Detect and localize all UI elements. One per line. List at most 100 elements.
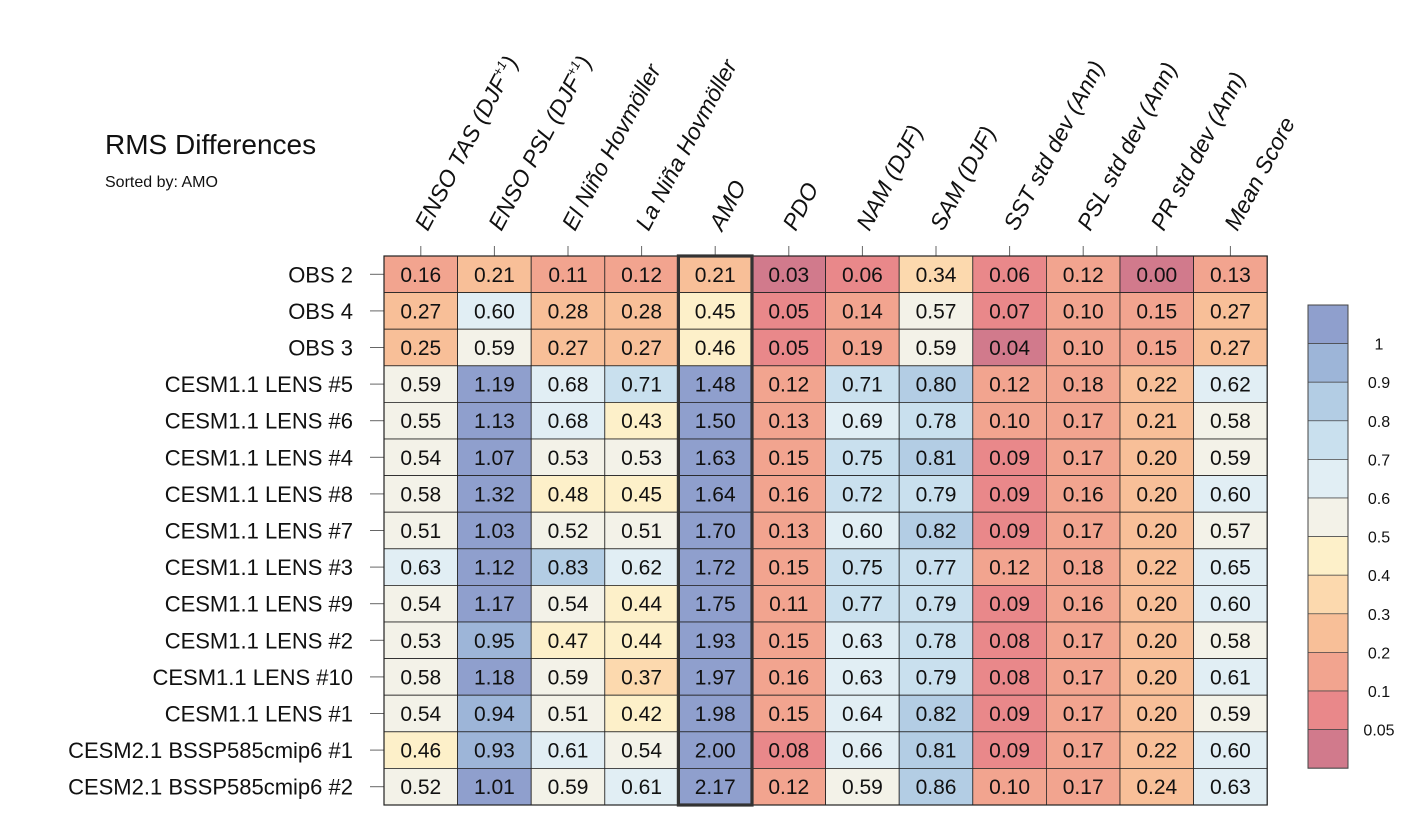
cell-value: 0.21	[474, 264, 515, 287]
colorbar-swatch	[1307, 304, 1349, 344]
colorbar-swatch	[1307, 574, 1349, 615]
cell-value: 0.15	[768, 557, 809, 580]
heatmap-cell	[751, 511, 826, 550]
colorbar: 0.05 0.1 0.2 0.3 0.4 0.5 0.6 0.7 0.8 0.9 1	[1307, 304, 1395, 769]
colorbar-swatch	[1307, 381, 1349, 422]
colorbar-tick-label: 1	[1375, 337, 1384, 354]
heatmap-cells: 0.16 0.21 0.11 0.12 0.21 0.03 0.06 0.34 0.06 0.12…	[383, 254, 1268, 807]
colorbar-tick-label: 0.7	[1368, 452, 1390, 469]
cell-value: 0.27	[621, 337, 662, 360]
cell-value: 0.42	[621, 703, 662, 726]
cell-value: 0.59	[548, 776, 589, 799]
cell-value: 0.06	[989, 264, 1030, 287]
heatmap-cell	[1119, 731, 1194, 769]
cell-value: 0.79	[916, 483, 957, 506]
cell-value: 0.24	[1136, 776, 1177, 799]
heatmap-cell	[898, 365, 974, 403]
cell-value: 0.58	[400, 483, 441, 506]
heatmap-cell	[678, 731, 753, 769]
heatmap-cell	[1119, 694, 1194, 733]
cell-value: 0.17	[1063, 740, 1104, 763]
heatmap-cell	[898, 255, 974, 293]
cell-value: 0.60	[474, 300, 515, 323]
heatmap-cell	[1046, 731, 1121, 769]
cell-value: 1.72	[695, 557, 736, 580]
cell-value: 0.00	[1136, 264, 1177, 287]
cell-value: 0.43	[621, 410, 662, 433]
heatmap-cell	[751, 438, 826, 476]
heatmap-cell	[825, 292, 900, 330]
cell-value: 0.09	[989, 483, 1030, 506]
cell-value: 0.16	[768, 483, 809, 506]
cell-value: 0.20	[1136, 447, 1177, 470]
row-label-cesm1-1-lens-7: CESM1.1 LENS #7	[165, 519, 353, 544]
cell-value: 0.27	[1210, 300, 1251, 323]
heatmap-cell	[825, 694, 900, 733]
heatmap-cell	[1193, 621, 1268, 659]
cell-value: 0.11	[769, 593, 808, 616]
cell-value: 0.59	[842, 776, 883, 799]
row-label-cesm2-1-bssp585cmip6-2: CESM2.1 BSSP585cmip6 #2	[68, 775, 353, 800]
heatmap-cell	[972, 401, 1047, 440]
heatmap-cell	[898, 328, 974, 367]
heatmap-cell	[383, 621, 458, 659]
heatmap-cell	[530, 658, 606, 696]
cell-value: 0.05	[768, 337, 809, 360]
row-label-cesm1-1-lens-9: CESM1.1 LENS #9	[165, 592, 353, 617]
heatmap-cell	[1193, 255, 1268, 293]
cell-value: 0.72	[842, 483, 883, 506]
cell-value: 0.71	[621, 374, 662, 397]
heatmap-cell	[678, 365, 753, 403]
heatmap-cell	[972, 731, 1047, 769]
cell-value: 0.12	[1063, 264, 1104, 287]
cell-value: 1.17	[474, 593, 515, 616]
heatmap-cell	[1046, 401, 1121, 440]
cell-value: 2.17	[695, 776, 736, 799]
heatmap-cell	[825, 585, 900, 623]
cell-value: 0.54	[621, 740, 662, 763]
cell-value: 0.45	[695, 300, 736, 323]
cell-value: 0.20	[1136, 666, 1177, 689]
heatmap-cell	[1193, 438, 1268, 476]
cell-value: 0.07	[989, 300, 1030, 323]
heatmap-cell	[457, 255, 532, 293]
sorted-column-highlight	[676, 254, 754, 807]
heatmap-cell	[457, 658, 532, 696]
cell-value: 0.15	[1136, 337, 1177, 360]
heatmap-cell	[1119, 438, 1194, 476]
cell-value: 0.17	[1063, 630, 1104, 653]
cell-value: 0.46	[400, 740, 441, 763]
cell-value: 0.13	[768, 410, 809, 433]
heatmap-cell	[751, 328, 826, 367]
cell-value: 1.13	[474, 410, 515, 433]
cell-value: 0.44	[621, 593, 662, 616]
cell-value: 0.68	[548, 374, 589, 397]
cell-value: 0.78	[916, 630, 957, 653]
cell-value: 1.19	[474, 374, 515, 397]
cell-value: 0.58	[1210, 630, 1251, 653]
cell-value: 0.13	[768, 520, 809, 543]
cell-value: 1.03	[474, 520, 515, 543]
cell-value: 1.97	[695, 666, 736, 689]
heatmap-cell	[678, 694, 753, 733]
cell-value: 0.79	[916, 666, 957, 689]
heatmap-cell	[678, 255, 753, 293]
heatmap-cell	[530, 768, 606, 806]
cell-value: 0.58	[1210, 410, 1251, 433]
row-label-obs-3: OBS 3	[288, 336, 353, 361]
colorbar-border	[1307, 304, 1349, 769]
cell-value: 0.10	[1063, 337, 1104, 360]
cell-value: 0.21	[695, 264, 736, 287]
heatmap-cell	[898, 731, 974, 769]
cell-value: 1.12	[474, 557, 515, 580]
heatmap-cell	[604, 511, 679, 550]
heatmap-cell	[972, 365, 1047, 403]
cell-value: 0.59	[474, 337, 515, 360]
cell-value: 0.15	[768, 447, 809, 470]
cell-value: 0.94	[474, 703, 515, 726]
cell-value: 0.17	[1063, 447, 1104, 470]
chart-subtitle: Sorted by: AMO	[105, 174, 218, 191]
cell-value: 0.17	[1063, 666, 1104, 689]
cell-value: 0.59	[400, 374, 441, 397]
heatmap-cell	[1119, 401, 1194, 440]
